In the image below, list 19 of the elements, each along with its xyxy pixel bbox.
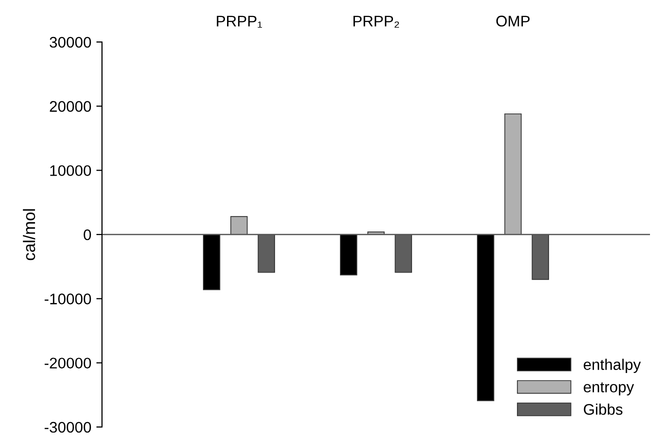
legend-label: entropy (584, 382, 634, 396)
legend-label: Gibbs (584, 404, 622, 415)
y-tick-label: -30000 (44, 422, 91, 433)
bar (202, 234, 220, 290)
y-tick-label: 0 (84, 229, 91, 240)
y-tick-label: 20000 (50, 101, 91, 112)
legend-label: enthalpy (584, 358, 641, 373)
bar (504, 113, 522, 235)
y-tick-label: -20000 (44, 358, 91, 369)
y-tick-label: 30000 (50, 36, 91, 48)
y-tick-label: -10000 (44, 294, 91, 304)
bar (230, 216, 248, 235)
x-tick-label: PRPP₂ (353, 16, 400, 28)
bar (476, 234, 494, 402)
bar (340, 234, 358, 276)
y-tick-label: 10000 (50, 165, 91, 176)
y-axis-title: cal/mol (22, 209, 36, 260)
x-tick-label: PRPP₁ (216, 16, 262, 28)
x-tick-label: OMP (496, 16, 530, 26)
